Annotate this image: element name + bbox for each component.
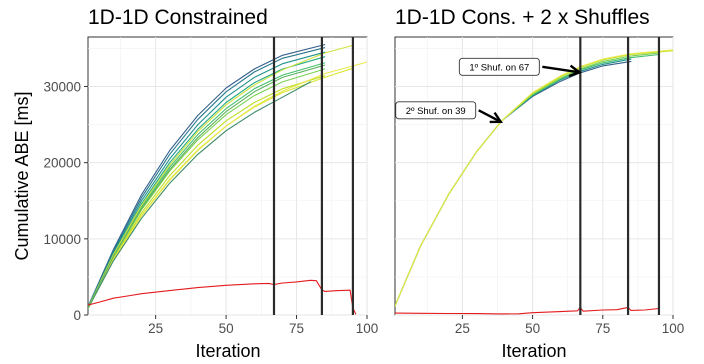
x-tick-label: 100	[662, 321, 685, 336]
annotations-right: 1º Shuf. on 67 2º Shuf. on 39	[395, 57, 582, 124]
plot-area-left	[87, 36, 368, 316]
plot-area-right	[394, 36, 674, 316]
vlines-left	[272, 37, 355, 315]
x-tick-label: 50	[525, 321, 540, 336]
gridlines-right	[395, 37, 674, 316]
x-tick-label: 100	[356, 321, 379, 336]
annotation: 1º Shuf. on 67	[458, 57, 582, 78]
y-tick-label: 30000	[43, 80, 81, 95]
annotation-arrow	[478, 109, 502, 123]
annotation: 2º Shuf. on 39	[395, 101, 503, 124]
series-line	[88, 61, 367, 310]
y-tick-label: 0	[73, 308, 81, 323]
annotation-text: 1º Shuf. on 67	[469, 62, 529, 73]
panel-left: 1D-1D Constrained 0 10000 20000 30000 25 50 7…	[12, 6, 378, 361]
annotation-box	[458, 57, 540, 76]
chart-title-right: 1D-1D Cons. + 2 x Shuffles	[395, 6, 650, 29]
y-tick-label: 20000	[43, 156, 81, 171]
vlines-right	[579, 37, 661, 315]
annotation-box	[395, 101, 477, 120]
x-ticks-left: 25 50 75 100	[148, 315, 378, 336]
y-ticks-left: 0 10000 20000 30000	[43, 80, 88, 323]
x-tick-label: 75	[289, 321, 304, 336]
x-tick-label: 25	[455, 321, 470, 336]
panel-right: 1D-1D Cons. + 2 x Shuffles 1º Shuf. on 6…	[394, 6, 684, 361]
series-group-right	[395, 49, 673, 315]
x-tick-label: 50	[219, 321, 234, 336]
annotation-text: 2º Shuf. on 39	[406, 106, 466, 117]
series-line	[88, 44, 354, 309]
x-tick-label: 25	[148, 321, 163, 336]
annotation-arrowhead	[489, 111, 503, 124]
y-tick-label: 10000	[43, 232, 81, 247]
x-axis-label-right: Iteration	[501, 341, 566, 361]
x-ticks-right: 25 50 75 100	[455, 315, 684, 336]
chart-title-left: 1D-1D Constrained	[88, 6, 268, 29]
x-tick-label: 75	[595, 321, 610, 336]
annotation-arrow	[542, 65, 580, 74]
annotation-arrowhead	[568, 64, 582, 78]
series-line	[395, 49, 673, 307]
y-axis-label: Cumulative ABE [ms]	[12, 91, 32, 260]
x-axis-label-left: Iteration	[195, 341, 260, 361]
